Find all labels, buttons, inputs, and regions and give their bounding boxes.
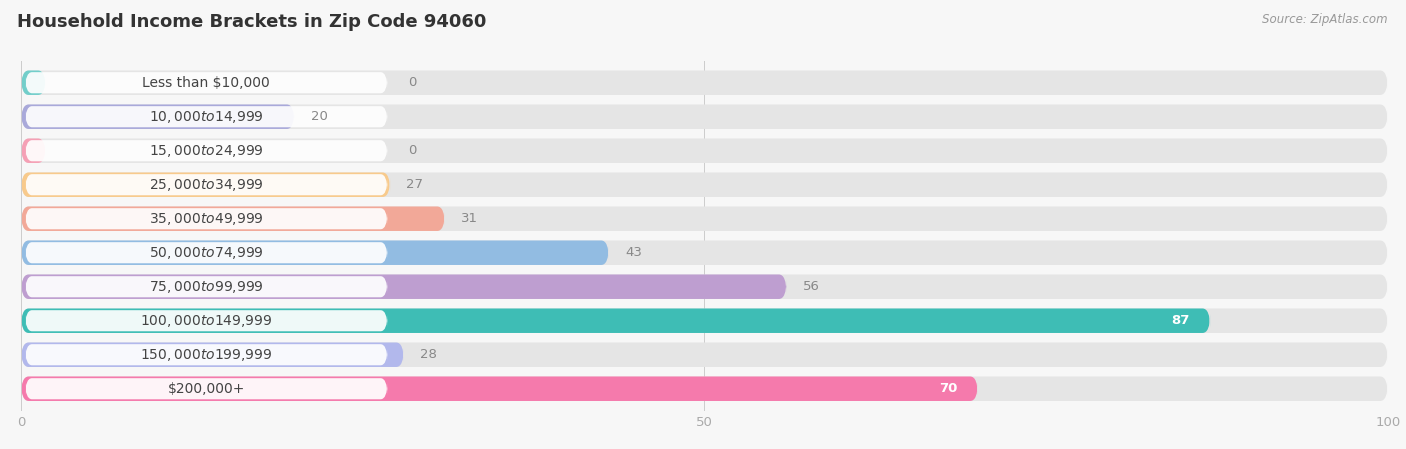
FancyBboxPatch shape [21, 105, 1388, 129]
FancyBboxPatch shape [25, 276, 387, 297]
FancyBboxPatch shape [21, 308, 1211, 333]
Text: $75,000 to $99,999: $75,000 to $99,999 [149, 279, 264, 295]
Text: 87: 87 [1171, 314, 1189, 327]
FancyBboxPatch shape [21, 377, 977, 401]
FancyBboxPatch shape [21, 274, 1388, 299]
FancyBboxPatch shape [21, 207, 1388, 231]
FancyBboxPatch shape [21, 343, 1388, 367]
Text: 0: 0 [408, 76, 416, 89]
Text: 31: 31 [461, 212, 478, 225]
FancyBboxPatch shape [25, 208, 387, 229]
FancyBboxPatch shape [21, 138, 1388, 163]
FancyBboxPatch shape [21, 308, 1388, 333]
FancyBboxPatch shape [21, 377, 1388, 401]
Text: 28: 28 [420, 348, 437, 361]
FancyBboxPatch shape [21, 172, 1388, 197]
FancyBboxPatch shape [25, 378, 387, 399]
Text: 20: 20 [311, 110, 328, 123]
Text: $10,000 to $14,999: $10,000 to $14,999 [149, 109, 264, 125]
FancyBboxPatch shape [21, 343, 404, 367]
FancyBboxPatch shape [21, 207, 444, 231]
FancyBboxPatch shape [21, 241, 1388, 265]
Text: $35,000 to $49,999: $35,000 to $49,999 [149, 211, 264, 227]
Text: $200,000+: $200,000+ [167, 382, 245, 396]
Text: Household Income Brackets in Zip Code 94060: Household Income Brackets in Zip Code 94… [17, 13, 486, 31]
Text: $100,000 to $149,999: $100,000 to $149,999 [141, 313, 273, 329]
FancyBboxPatch shape [25, 106, 387, 127]
Text: Source: ZipAtlas.com: Source: ZipAtlas.com [1263, 13, 1388, 26]
Text: 56: 56 [803, 280, 820, 293]
Text: 27: 27 [406, 178, 423, 191]
Text: Less than $10,000: Less than $10,000 [142, 76, 270, 90]
FancyBboxPatch shape [25, 140, 387, 161]
Text: $50,000 to $74,999: $50,000 to $74,999 [149, 245, 264, 261]
FancyBboxPatch shape [25, 310, 387, 331]
FancyBboxPatch shape [21, 138, 45, 163]
FancyBboxPatch shape [21, 241, 609, 265]
Text: 70: 70 [939, 382, 957, 395]
FancyBboxPatch shape [21, 172, 389, 197]
Text: 43: 43 [626, 246, 643, 259]
FancyBboxPatch shape [21, 70, 45, 95]
Text: $150,000 to $199,999: $150,000 to $199,999 [141, 347, 273, 363]
FancyBboxPatch shape [25, 174, 387, 195]
Text: 0: 0 [408, 144, 416, 157]
FancyBboxPatch shape [21, 70, 1388, 95]
FancyBboxPatch shape [25, 72, 387, 93]
Text: $25,000 to $34,999: $25,000 to $34,999 [149, 177, 264, 193]
FancyBboxPatch shape [21, 105, 294, 129]
FancyBboxPatch shape [25, 242, 387, 263]
FancyBboxPatch shape [21, 274, 786, 299]
Text: $15,000 to $24,999: $15,000 to $24,999 [149, 143, 264, 158]
FancyBboxPatch shape [25, 344, 387, 365]
